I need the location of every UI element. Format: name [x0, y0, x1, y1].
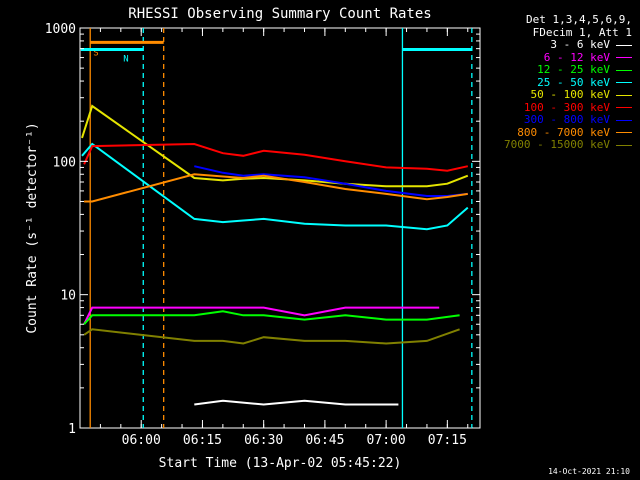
chart-title: RHESSI Observing Summary Count Rates — [128, 6, 431, 22]
legend-entry: 25 - 50 keV — [462, 75, 632, 90]
series-line-6 — [194, 165, 468, 197]
legend-label: 800 - 7000 keV — [517, 125, 610, 139]
legend-swatch — [616, 44, 632, 46]
series-line-2 — [83, 310, 460, 325]
marker-label-0: S — [93, 48, 98, 58]
x-tick-label: 06:45 — [305, 433, 344, 448]
legend-swatch — [616, 132, 632, 134]
series-line-1 — [83, 306, 440, 325]
legend-swatch — [616, 94, 632, 96]
legend-entry: 800 - 7000 keV — [462, 125, 632, 140]
series-line-0 — [194, 399, 399, 406]
legend-label: 100 - 300 keV — [523, 100, 610, 114]
legend-entry: 50 - 100 keV — [462, 88, 632, 102]
series-line-7 — [84, 173, 468, 203]
legend-swatch — [616, 69, 632, 71]
legend-swatch — [616, 144, 632, 146]
y-tick-label: 1 — [68, 422, 76, 437]
legend-swatch — [616, 82, 632, 84]
legend-header-line-1: Det 1,3,4,5,6,9, — [526, 13, 632, 26]
legend-swatch — [616, 57, 632, 59]
plot-area — [79, 27, 481, 429]
legend-entry: 12 - 25 keV — [462, 63, 632, 77]
x-tick-label: 07:00 — [367, 433, 406, 448]
series-line-3 — [81, 142, 469, 231]
legend-entry: 100 - 300 keV — [462, 100, 632, 115]
legend-swatch — [616, 119, 632, 121]
legend-label: 6 - 12 keV — [543, 50, 610, 64]
x-axis-label: Start Time (13-Apr-02 05:45:22) — [159, 456, 402, 471]
y-tick-label: 1000 — [45, 22, 76, 37]
x-tick-label: 06:30 — [244, 433, 283, 448]
x-tick-label: 07:15 — [428, 433, 467, 448]
legend-label: 300 - 800 keV — [523, 113, 610, 126]
legend-label: 12 - 25 keV — [537, 63, 610, 76]
y-tick-label: 100 — [53, 155, 76, 170]
legend-header-line-2: FDecim 1, Att 1 — [532, 25, 632, 39]
x-tick-label: 06:15 — [183, 433, 222, 448]
timestamp-footer: 14-Oct-2021 21:10 — [548, 467, 630, 476]
legend-entry: 7000 - 15000 keV — [462, 138, 632, 152]
legend-entry: 300 - 800 keV — [462, 113, 632, 127]
y-tick-label: 10 — [60, 289, 76, 304]
legend-swatch — [616, 107, 632, 109]
legend-entry: 6 - 12 keV — [462, 50, 632, 65]
legend-label: 3 - 6 keV — [550, 38, 610, 51]
y-axis-label: Count Rate (s⁻¹ detector⁻¹) — [25, 122, 40, 333]
series-line-5 — [83, 142, 469, 172]
legend-entry: 3 - 6 keV — [462, 38, 632, 52]
legend-label: 25 - 50 keV — [537, 75, 610, 89]
series-line-8 — [83, 328, 460, 345]
legend: Det 1,3,4,5,6,9, FDecim 1, Att 1 3 - 6 k… — [462, 13, 632, 152]
x-tick-label: 06:00 — [122, 433, 161, 448]
marker-label-1: N — [123, 54, 128, 64]
legend-label: 7000 - 15000 keV — [504, 138, 610, 151]
legend-label: 50 - 100 keV — [530, 88, 610, 101]
